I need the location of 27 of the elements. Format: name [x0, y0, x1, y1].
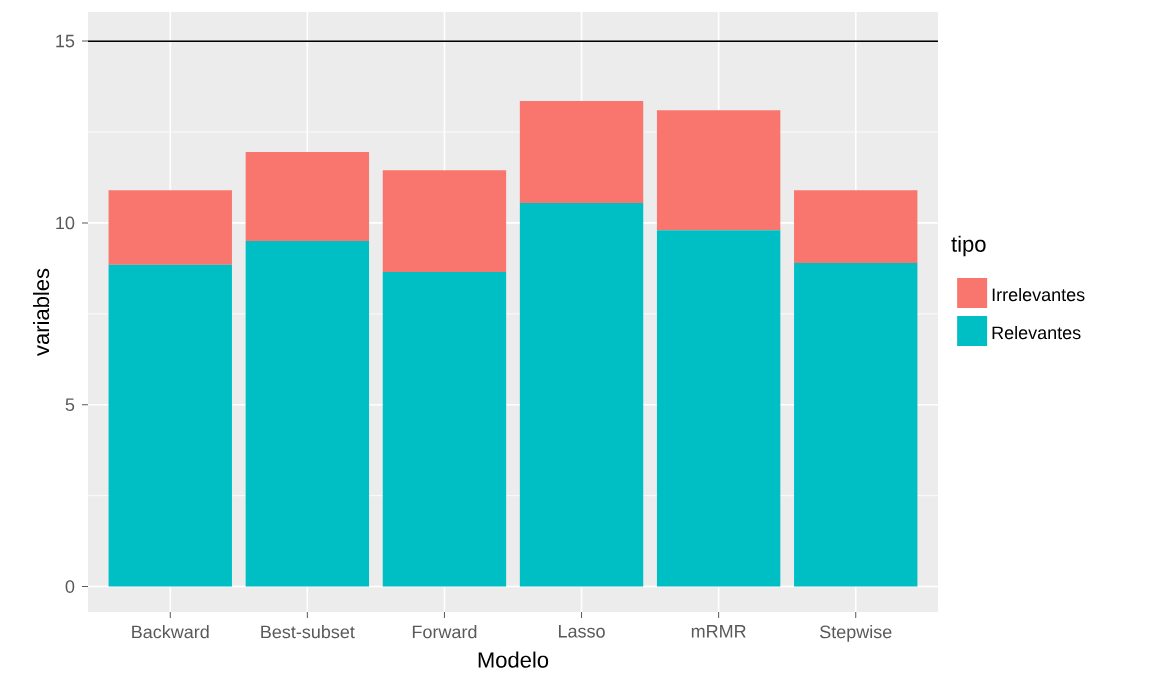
bar — [656, 229, 781, 587]
bar — [108, 264, 232, 587]
y-tick-label: 5 — [65, 398, 75, 411]
legend-title: tipo — [951, 235, 986, 257]
x-tick-label: Backward — [132, 624, 209, 639]
bar — [382, 169, 507, 272]
x-tick-label: mRMR — [691, 624, 746, 638]
bar — [656, 109, 781, 230]
x-axis-title: Modelo — [478, 651, 549, 668]
bar — [245, 240, 370, 587]
x-tick-label: Stepwise — [820, 624, 892, 642]
bar — [382, 271, 507, 587]
y-tick-label: 15 — [56, 34, 75, 48]
bar — [519, 202, 644, 587]
x-tick-label: Best-subset — [261, 624, 355, 639]
bar — [519, 100, 644, 203]
y-tick-label: 0 — [65, 579, 75, 593]
bar — [794, 262, 918, 587]
legend-label: Irrelevantes — [992, 287, 1085, 301]
legend-label: Relevantes — [992, 325, 1081, 340]
y-tick-label: 10 — [56, 216, 75, 230]
bar — [108, 189, 232, 265]
bar — [245, 151, 370, 241]
x-tick-label: Forward — [412, 624, 477, 639]
bar — [794, 189, 918, 263]
y-axis-title: variables — [33, 268, 50, 356]
x-tick-label: Lasso — [559, 624, 605, 638]
